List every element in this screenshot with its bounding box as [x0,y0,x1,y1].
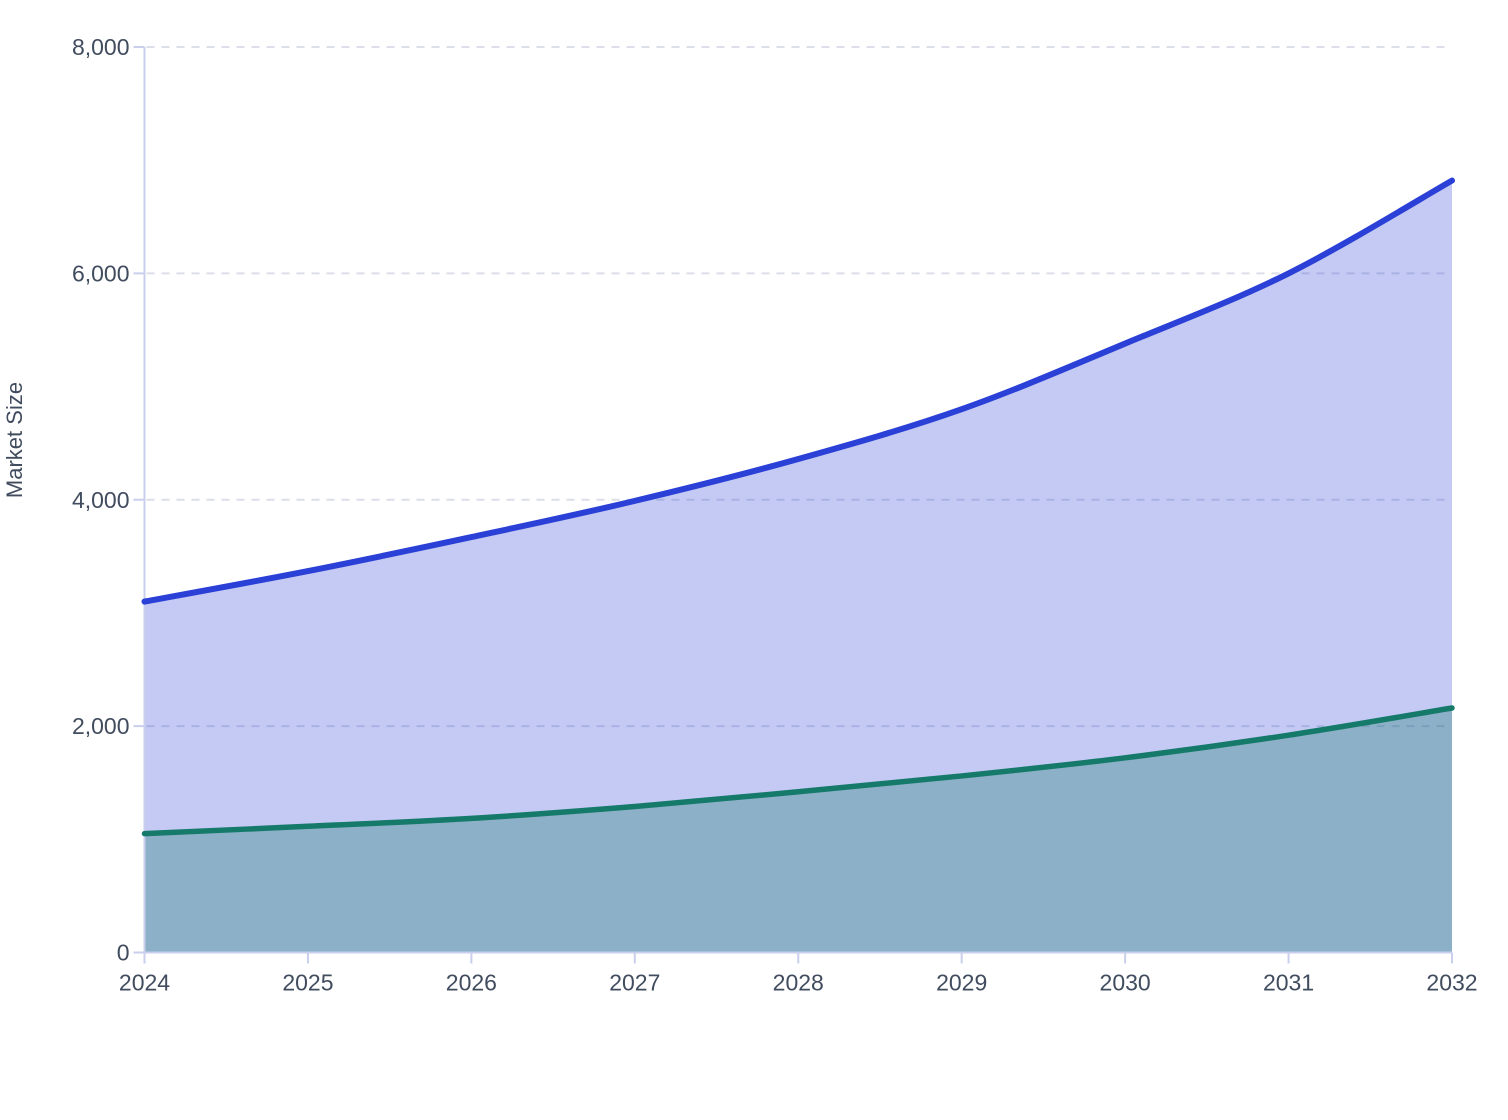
x-tick-label-2027: 2027 [609,970,660,996]
x-tick-label-2032: 2032 [1426,970,1477,996]
y-tick-label-0: 0 [117,940,130,966]
y-tick-label-8000: 8,000 [72,34,130,60]
y-tick-label-2000: 2,000 [72,713,130,739]
y-axis-title: Market Size [2,382,27,498]
x-tick-label-2031: 2031 [1263,970,1314,996]
x-tick-label-2024: 2024 [119,970,170,996]
y-tick-label-4000: 4,000 [72,487,130,513]
lower-series-area [144,708,1452,953]
x-tick-label-2029: 2029 [936,970,987,996]
x-tick-label-2028: 2028 [773,970,824,996]
x-tick-label-2026: 2026 [446,970,497,996]
y-tick-label-6000: 6,000 [72,260,130,286]
lower-series-line [141,705,1455,837]
x-tick-label-2025: 2025 [282,970,333,996]
x-tick-label-2030: 2030 [1100,970,1151,996]
upper-series-line [141,177,1455,605]
